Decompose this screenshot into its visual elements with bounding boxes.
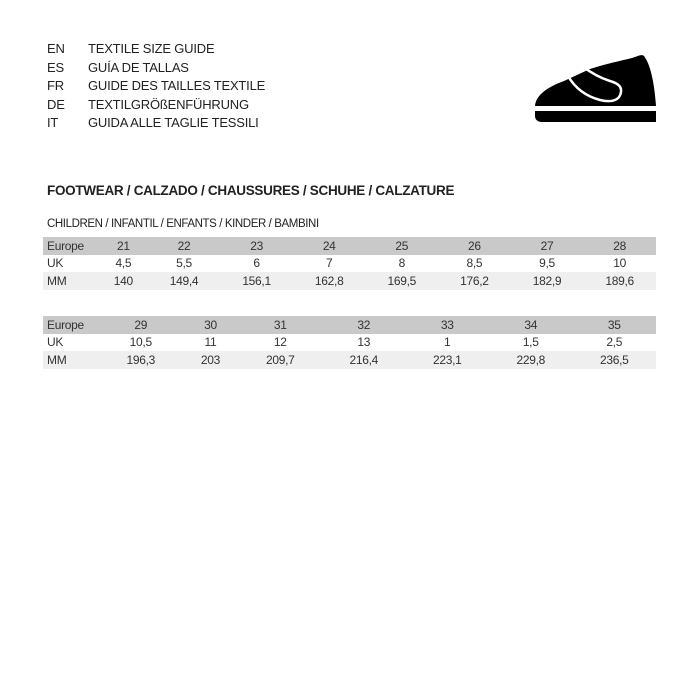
table-cell: 12 <box>273 335 287 350</box>
language-row: EN TEXTILE SIZE GUIDE <box>47 40 265 59</box>
table-cell: 149,4 <box>147 272 221 290</box>
table-cell: 176,2 <box>438 272 511 290</box>
row-label: MM <box>43 272 99 290</box>
table-cell: 162,8 <box>292 272 366 290</box>
table-cell: 1 <box>444 335 451 350</box>
table-cell: 140 <box>99 272 148 290</box>
table-row: UK 10,5 11 12 13 1 1,5 2,5 <box>43 334 656 352</box>
table-row: Europe 21 22 23 24 25 26 27 28 <box>43 237 656 255</box>
language-title: TEXTILGRÖßENFÜHRUNG <box>88 96 249 112</box>
table-cell: 156,1 <box>220 272 293 290</box>
velcro-shoe-icon <box>535 55 656 122</box>
table-cell: 196,3 <box>99 351 183 369</box>
table-cell: 2,5 <box>606 335 623 350</box>
table-row: MM 140 149,4 156,1 162,8 169,5 176,2 182,9 189,6 <box>43 272 656 290</box>
table-cell: 34 <box>488 316 573 334</box>
table-cell: 27 <box>510 237 584 255</box>
language-row: ES GUÍA DE TALLAS <box>47 59 265 78</box>
table-cell: 13 <box>357 335 371 350</box>
language-code: ES <box>47 59 64 75</box>
table-cell: 8 <box>398 256 406 271</box>
table-cell: 24 <box>292 237 366 255</box>
language-code: FR <box>47 78 64 93</box>
table-cell: 236,5 <box>572 351 656 369</box>
table-cell: 35 <box>572 316 656 334</box>
language-title: GUÍA DE TALLAS <box>88 59 189 75</box>
table-cell: 22 <box>147 237 221 255</box>
row-label: Europe <box>43 316 99 334</box>
table-cell: 6 <box>253 256 260 271</box>
table-cell: 31 <box>238 316 322 334</box>
table-cell: 26 <box>438 237 511 255</box>
table-row: Europe 29 30 31 32 33 34 35 <box>43 316 656 334</box>
table-cell: 216,4 <box>321 351 406 369</box>
table-cell: 28 <box>583 237 656 255</box>
table-row: MM 196,3 203 209,7 216,4 223,1 229,8 236,5 <box>43 351 656 369</box>
table-cell: 7 <box>326 256 333 271</box>
row-label: MM <box>43 351 99 369</box>
table-cell: 33 <box>405 316 489 334</box>
language-row: FR GUIDE DES TAILLES TEXTILE <box>47 77 265 96</box>
table-row: UK 4,5 5,5 6 7 8 8,5 9,5 10 <box>43 255 656 273</box>
table-cell: 30 <box>182 316 239 334</box>
section-title: FOOTWEAR / CALZADO / CHAUSSURES / SCHUHE… <box>47 183 455 198</box>
language-row: IT GUIDA ALLE TAGLIE TESSILI <box>47 114 265 133</box>
table-cell: 189,6 <box>583 272 656 290</box>
table-cell: 182,9 <box>510 272 584 290</box>
table-cell: 25 <box>365 237 439 255</box>
table-cell: 229,8 <box>488 351 573 369</box>
language-title: TEXTILE SIZE GUIDE <box>88 41 215 56</box>
table-cell: 5,5 <box>176 256 192 271</box>
table-cell: 223,1 <box>405 351 489 369</box>
table-cell: 4,5 <box>115 256 132 271</box>
table-cell: 32 <box>321 316 406 334</box>
table-cell: 10,5 <box>129 335 152 350</box>
table-cell: 11 <box>204 335 217 350</box>
table-cell: 29 <box>99 316 183 334</box>
size-table: Europe 29 30 31 32 33 34 35 UK 10,5 11 12 13 1 1,5 2,5 M… <box>43 316 656 369</box>
language-code: DE <box>47 96 65 112</box>
language-title: GUIDA ALLE TAGLIE TESSILI <box>88 115 259 130</box>
table-cell: 9,5 <box>539 256 555 271</box>
table-cell: 21 <box>99 237 148 255</box>
row-label: Europe <box>43 237 99 255</box>
language-row: DE TEXTILGRÖßENFÜHRUNG <box>47 96 265 115</box>
language-code: EN <box>47 41 65 56</box>
section-subtitle: CHILDREN / INFANTIL / ENFANTS / KINDER /… <box>47 218 319 230</box>
language-list: EN TEXTILE SIZE GUIDE ES GUÍA DE TALLAS FR… <box>47 40 265 133</box>
table-cell: 23 <box>220 237 293 255</box>
table-cell: 10 <box>613 256 627 271</box>
size-table: Europe 21 22 23 24 25 26 27 28 UK 4,5 5,5 6 7 8 8,5 9,5 1… <box>43 237 656 290</box>
language-title: GUIDE DES TAILLES TEXTILE <box>88 78 266 93</box>
table-cell: 209,7 <box>238 351 322 369</box>
table-cell: 8,5 <box>466 256 483 271</box>
table-cell: 203 <box>182 351 239 369</box>
table-cell: 1,5 <box>522 335 539 350</box>
table-cell: 169,5 <box>365 272 439 290</box>
row-label: UK <box>47 335 64 350</box>
row-label: UK <box>47 256 64 271</box>
language-code: IT <box>47 115 59 130</box>
